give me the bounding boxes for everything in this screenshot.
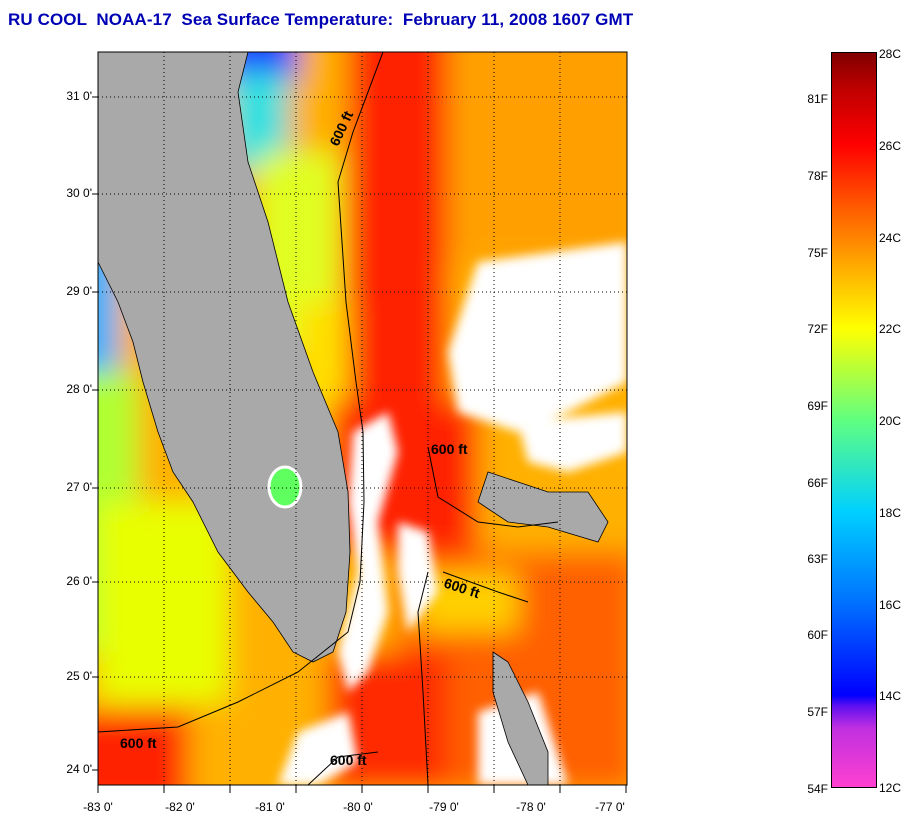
- contour-label: 600 ft: [120, 735, 157, 751]
- colorbar-celsius-label: 14C: [879, 689, 902, 703]
- longitude-label: -81 0': [255, 800, 285, 814]
- latitude-label: 27 0': [66, 480, 92, 494]
- colorbar-celsius-label: 28C: [879, 47, 902, 61]
- colorbar-fahrenheit-label: 57F: [807, 705, 828, 719]
- latitude-label: 29 0': [66, 284, 92, 298]
- sst-map[interactable]: 600 ft 600 ft 600 ft 600 ft 600 ft: [98, 52, 627, 785]
- temperature-colorbar: [831, 52, 877, 788]
- colorbar-celsius-label: 20C: [879, 414, 902, 428]
- colorbar-fahrenheit-label: 78F: [807, 169, 828, 183]
- colorbar-celsius-label: 12C: [879, 781, 902, 795]
- colorbar-celsius-label: 26C: [879, 139, 902, 153]
- colorbar-celsius-label: 16C: [879, 598, 902, 612]
- colorbar-fahrenheit-label: 54F: [807, 782, 828, 796]
- longitude-label: -80 0': [343, 800, 373, 814]
- colorbar-fahrenheit-label: 72F: [807, 322, 828, 336]
- latitude-label: 24 0': [66, 762, 92, 776]
- colorbar-celsius-label: 22C: [879, 322, 902, 336]
- latitude-label: 28 0': [66, 382, 92, 396]
- latitude-label: 26 0': [66, 574, 92, 588]
- longitude-label: -77 0': [595, 800, 625, 814]
- contour-label: 600 ft: [330, 752, 367, 768]
- map-title: RU COOL NOAA-17 Sea Surface Temperature:…: [8, 10, 634, 29]
- longitude-label: -82 0': [165, 800, 195, 814]
- colorbar-celsius-label: 24C: [879, 231, 902, 245]
- colorbar-celsius-label: 18C: [879, 506, 902, 520]
- sst-map-canvas: 600 ft 600 ft 600 ft 600 ft 600 ft: [98, 52, 627, 785]
- colorbar-fahrenheit-label: 69F: [807, 399, 828, 413]
- colorbar-fahrenheit-label: 75F: [807, 246, 828, 260]
- lake-okeechobee: [267, 465, 303, 509]
- contour-label: 600 ft: [431, 441, 468, 457]
- longitude-label: -83 0': [83, 800, 113, 814]
- latitude-label: 25 0': [66, 669, 92, 683]
- colorbar-fahrenheit-label: 81F: [807, 92, 828, 106]
- colorbar-fahrenheit-label: 63F: [807, 552, 828, 566]
- colorbar-fahrenheit-label: 60F: [807, 628, 828, 642]
- latitude-label: 30 0': [66, 186, 92, 200]
- longitude-label: -79 0': [429, 800, 459, 814]
- latitude-label: 31 0': [66, 89, 92, 103]
- colorbar-fahrenheit-label: 66F: [807, 476, 828, 490]
- longitude-label: -78 0': [516, 800, 546, 814]
